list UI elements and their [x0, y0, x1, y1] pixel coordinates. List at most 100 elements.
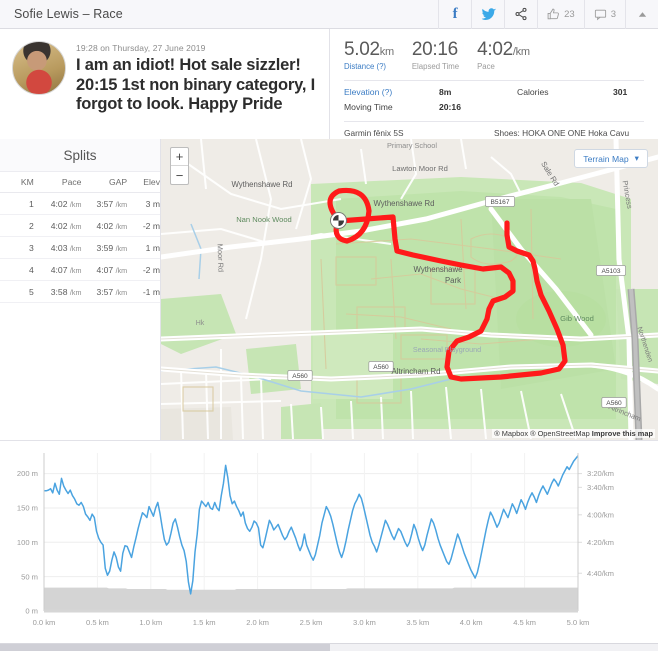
activity-post: 19:28 on Thursday, 27 June 2019 I am an …	[0, 29, 330, 139]
y-tick-label: 0 m	[25, 607, 38, 616]
split-km: 4	[0, 258, 34, 281]
x-tick-label: 2.5 km	[300, 618, 323, 627]
stat-moving-time-label: Moving Time	[344, 102, 393, 112]
avatar[interactable]	[12, 41, 66, 95]
chart-canvas: 0 m 50 m 100 m 150 m 200 m 3:20/km 3:40/km 4:0…	[17, 453, 614, 627]
stat-elapsed-value: 20:16	[412, 39, 459, 61]
splits-panel: Splits KM Pace GAP Elev 1 4:02 /km 3:57 /k…	[0, 139, 161, 440]
collapse-button[interactable]	[625, 0, 658, 29]
table-row[interactable]: 2 4:02 /km 4:02 /km -2 m	[0, 214, 160, 237]
share-button[interactable]	[504, 0, 537, 29]
zoom-out-button[interactable]: −	[175, 167, 184, 183]
split-pace: 4:02 /km	[33, 192, 82, 215]
split-gap: 3:57 /km	[81, 280, 128, 303]
x-tick-label: 3.5 km	[406, 618, 429, 627]
table-row[interactable]: 1 4:02 /km 3:57 /km 3 m	[0, 192, 160, 215]
map-layer-selector[interactable]: Terrain Map ▾	[574, 149, 648, 168]
y-tick-label: 150 m	[17, 504, 38, 513]
x-tick-label: 1.0 km	[139, 618, 162, 627]
map-zoom-controls[interactable]: + −	[170, 147, 189, 185]
stat-moving-time-value: 20:16	[439, 102, 461, 112]
stat-distance: 5.02km Distance (?)	[344, 39, 394, 71]
pace-unit: /km	[512, 46, 530, 58]
splits-header-row: KM Pace GAP Elev	[0, 172, 160, 193]
pace-elevation-chart[interactable]: 0 m 50 m 100 m 150 m 200 m 3:20/km 3:40/km 4:0…	[0, 440, 658, 651]
twitter-icon	[481, 7, 496, 20]
y2-tick-label: 4:20/km	[587, 538, 614, 547]
x-tick-label: 2.0 km	[246, 618, 269, 627]
table-row[interactable]: 5 3:58 /km 3:57 /km -1 m	[0, 280, 160, 303]
elapsed-number: 20:16	[411, 39, 458, 60]
y-tick-label: 50 m	[21, 572, 38, 581]
column-header-elev[interactable]: Elev	[127, 172, 160, 193]
horizontal-scrollbar[interactable]	[0, 643, 658, 651]
comments-button[interactable]: 3	[583, 0, 625, 29]
divider-2	[344, 121, 644, 122]
distance-unit: km	[379, 46, 394, 58]
y2-tick-label: 4:40/km	[587, 569, 614, 578]
comment-icon	[594, 9, 606, 20]
pace-number: 4:02	[477, 39, 513, 60]
x-tick-label: 4.0 km	[460, 618, 483, 627]
x-tick-label: 5.0 km	[567, 618, 590, 627]
y-tick-label: 100 m	[17, 538, 38, 547]
post-body: 19:28 on Thursday, 27 June 2019 I am an …	[66, 37, 321, 139]
distance-number: 5.02	[344, 39, 380, 60]
activity-header-row: 19:28 on Thursday, 27 June 2019 I am an …	[0, 29, 658, 149]
comments-count: 3	[610, 8, 616, 20]
page-title: Sofie Lewis – Race	[14, 7, 123, 21]
stat-elevation-label[interactable]: Elevation (?)	[344, 87, 393, 97]
elevation-area	[44, 587, 578, 611]
chevron-down-icon: ▾	[634, 153, 639, 163]
zoom-in-button[interactable]: +	[171, 148, 188, 166]
stat-distance-label[interactable]: Distance (?)	[344, 62, 387, 71]
kudos-button[interactable]: 23	[537, 0, 584, 29]
table-row[interactable]: 4 4:07 /km 4:07 /km -2 m	[0, 258, 160, 281]
split-km: 3	[0, 236, 34, 259]
stat-calories-value: 301	[613, 87, 628, 97]
splits-title: Splits	[0, 139, 160, 172]
y2-tick-label: 3:20/km	[587, 469, 614, 478]
column-header-km[interactable]: KM	[0, 172, 34, 193]
x-tick-label: 3.0 km	[353, 618, 376, 627]
activity-map[interactable]: Primary School Lawton Moor Rd Wythenshawe …	[161, 139, 658, 440]
map-layer-label: Terrain Map	[583, 153, 629, 164]
stat-pace-value: 4:02/km	[477, 39, 530, 61]
x-tick-label: 1.5 km	[193, 618, 216, 627]
split-gap: 4:02 /km	[81, 214, 128, 237]
facebook-icon: f	[452, 5, 458, 22]
improve-map-link[interactable]: Improve this map	[591, 429, 653, 438]
y-tick-label: 200 m	[17, 469, 38, 478]
start-marker[interactable]	[331, 213, 346, 228]
x-tick-label: 0.5 km	[86, 618, 109, 627]
kudos-count: 23	[564, 8, 575, 20]
split-elev: -2 m	[127, 258, 160, 281]
split-km: 2	[0, 214, 34, 237]
y2-tick-label: 3:40/km	[587, 483, 614, 492]
activity-stats: 5.02km Distance (?) 20:16 Elapsed Time 4…	[330, 29, 658, 149]
primary-stats: 5.02km Distance (?) 20:16 Elapsed Time 4…	[344, 37, 644, 71]
split-gap: 3:57 /km	[81, 192, 128, 215]
column-header-gap[interactable]: GAP	[81, 172, 128, 193]
stat-elapsed-label: Elapsed Time	[411, 62, 460, 71]
twitter-share-button[interactable]	[471, 0, 504, 29]
column-header-pace[interactable]: Pace	[33, 172, 82, 193]
splits-and-map-row: Splits KM Pace GAP Elev 1 4:02 /km 3:57 /k…	[0, 139, 658, 440]
map-canvas	[161, 139, 658, 440]
split-pace: 3:58 /km	[33, 280, 82, 303]
x-tick-label: 0.0 km	[33, 618, 56, 627]
facebook-share-button[interactable]: f	[438, 0, 471, 29]
chevron-up-icon	[638, 11, 646, 17]
split-gap: 4:07 /km	[81, 258, 128, 281]
post-text: I am an idiot! Hot sale sizzler! 20:15 1…	[76, 56, 316, 113]
stat-pace-label: Pace	[477, 62, 495, 71]
x-tick-label: 4.5 km	[513, 618, 536, 627]
table-row[interactable]: 3 4:03 /km 3:59 /km 1 m	[0, 236, 160, 259]
split-pace: 4:07 /km	[33, 258, 82, 281]
split-pace: 4:02 /km	[33, 214, 82, 237]
scrollbar-thumb[interactable]	[0, 644, 330, 651]
stat-pace: 4:02/km Pace	[477, 39, 530, 71]
secondary-stats: Elevation (?) 8m Calories 301 Moving Tim…	[344, 87, 644, 112]
device-name: Garmin fēnix 5S	[344, 128, 404, 138]
post-timestamp: 19:28 on Thursday, 27 June 2019	[76, 43, 206, 53]
